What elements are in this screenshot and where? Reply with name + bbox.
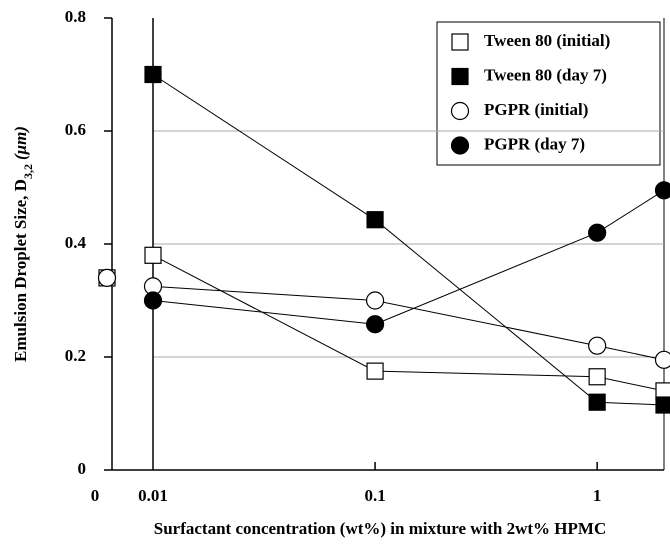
y-tick-label: 0.6 bbox=[65, 120, 86, 139]
marker bbox=[588, 368, 606, 386]
marker bbox=[144, 246, 162, 264]
marker bbox=[588, 336, 607, 355]
marker bbox=[366, 362, 384, 380]
connector bbox=[152, 189, 665, 325]
connector bbox=[152, 74, 665, 406]
connector bbox=[152, 285, 665, 361]
y-tick-label: 0 bbox=[78, 459, 87, 478]
legend-label: PGPR (day 7) bbox=[484, 134, 585, 153]
x-tick-label: 0 bbox=[91, 486, 100, 505]
legend-label: Tween 80 (initial) bbox=[484, 31, 610, 50]
legend-marker bbox=[450, 136, 470, 155]
marker bbox=[97, 268, 117, 287]
legend-label: Tween 80 (day 7) bbox=[484, 65, 607, 84]
y-label-subscript: 3,2 bbox=[21, 164, 35, 179]
marker bbox=[654, 350, 670, 369]
marker bbox=[588, 223, 607, 242]
marker bbox=[588, 393, 606, 411]
x-tick-label: 0.01 bbox=[138, 486, 168, 505]
legend-marker bbox=[451, 33, 469, 51]
y-axis-label: Emulsion Droplet Size, D3,2 (μm) bbox=[11, 126, 35, 362]
legend-marker bbox=[450, 101, 470, 121]
legend-marker bbox=[451, 67, 469, 86]
marker bbox=[143, 291, 163, 310]
legend-label: PGPR (initial) bbox=[484, 100, 588, 119]
y-tick-label: 0.4 bbox=[65, 233, 87, 252]
connector bbox=[152, 254, 665, 392]
marker bbox=[365, 291, 385, 310]
y-tick-label: 0.8 bbox=[65, 7, 86, 26]
marker bbox=[365, 315, 385, 334]
x-tick-label: 1 bbox=[593, 486, 602, 505]
y-label-main: Emulsion Droplet Size, D bbox=[11, 179, 30, 362]
marker bbox=[655, 396, 670, 414]
y-tick-label: 0.2 bbox=[65, 346, 86, 365]
marker bbox=[366, 211, 384, 229]
marker bbox=[144, 65, 162, 84]
x-axis-label: Surfactant concentration (wt%) in mixtur… bbox=[154, 519, 606, 538]
legend bbox=[436, 21, 661, 166]
y-label-unit: (μm) bbox=[11, 126, 30, 160]
x-tick-label: 0.1 bbox=[364, 486, 385, 505]
marker bbox=[654, 181, 670, 200]
